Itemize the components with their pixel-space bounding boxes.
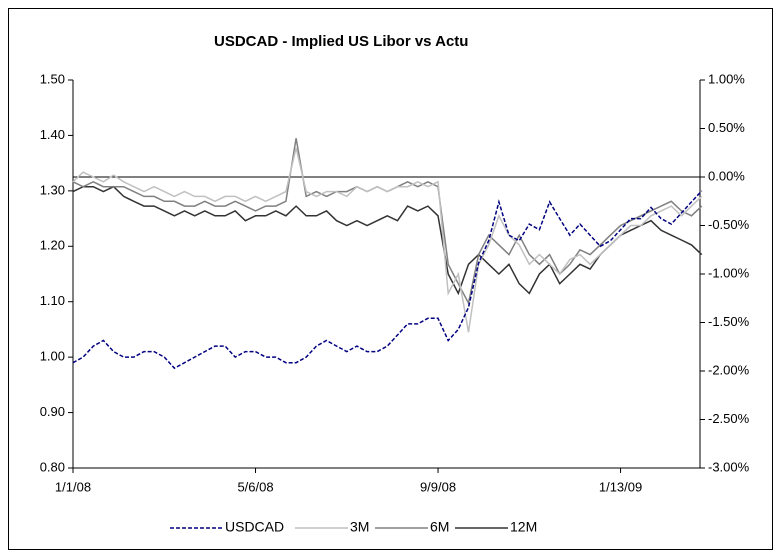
x-tick-label: 1/13/09 [599, 479, 642, 494]
y2-tick-label: -1.50% [708, 314, 750, 329]
x-tick-label: 9/9/08 [420, 479, 456, 494]
y-tick-label: 1.40 [40, 127, 65, 142]
y-tick-label: 1.30 [40, 182, 65, 197]
y2-tick-label: 0.50% [708, 120, 745, 135]
y-tick-label: 1.50 [40, 71, 65, 86]
y-tick-label: 1.00 [40, 349, 65, 364]
series-line [72, 185, 703, 296]
legend-label: 3M [350, 519, 369, 535]
legend-label: 12M [510, 519, 537, 535]
legend-label: 6M [430, 519, 449, 535]
y2-tick-label: -2.50% [708, 411, 750, 426]
y2-tick-label: -0.50% [708, 217, 750, 232]
y2-tick-label: -2.00% [708, 362, 750, 377]
y2-tick-label: 0.00% [708, 168, 745, 183]
y-tick-label: 0.80 [40, 459, 65, 474]
y2-tick-label: -1.00% [708, 265, 750, 280]
y2-tick-label: 1.00% [708, 71, 745, 86]
x-tick-label: 5/6/08 [237, 479, 273, 494]
y-tick-label: 1.20 [40, 238, 65, 253]
chart-frame [8, 8, 773, 550]
y-tick-label: 0.90 [40, 404, 65, 419]
chart-title: USDCAD - Implied US Libor vs Actu [214, 33, 468, 50]
y2-tick-label: -3.00% [708, 459, 750, 474]
legend-label: USDCAD [225, 519, 284, 535]
x-tick-label: 1/1/08 [55, 479, 91, 494]
series-line [72, 147, 703, 333]
series-line [72, 190, 703, 370]
y-tick-label: 1.10 [40, 293, 65, 308]
